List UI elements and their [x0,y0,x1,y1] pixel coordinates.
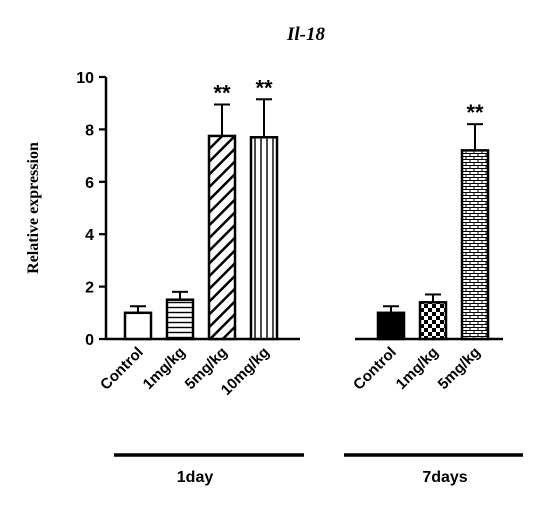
group-label: 1day [177,469,214,486]
group-label: 7days [422,469,467,486]
bars [123,98,490,341]
bar [376,311,406,341]
significance-marker: ** [255,75,273,100]
y-tick-label: 8 [85,122,94,139]
y-axis-label: Relative expression [25,142,42,274]
y-tick-label: 10 [76,70,94,87]
category-label: 1mg/kg [140,344,189,393]
bar [123,311,153,341]
bar [165,298,195,341]
y-tick-label: 0 [85,332,94,349]
significance-marker: ** [466,100,484,125]
bar [207,134,237,341]
chart-title: Il-18 [286,24,326,45]
category-label: 1mg/kg [393,344,442,393]
bar [460,149,490,341]
bar [249,136,279,341]
labels: 0246810Control1mg/kg**5mg/kg**10mg/kg1da… [76,70,484,486]
axes [99,75,523,457]
category-label: Control [97,344,147,394]
y-tick-label: 2 [85,280,94,297]
y-tick-label: 6 [85,175,94,192]
bar [418,301,448,341]
significance-marker: ** [213,81,231,106]
category-label: Control [350,344,400,394]
category-label: 5mg/kg [435,344,484,393]
y-tick-label: 4 [85,227,94,244]
